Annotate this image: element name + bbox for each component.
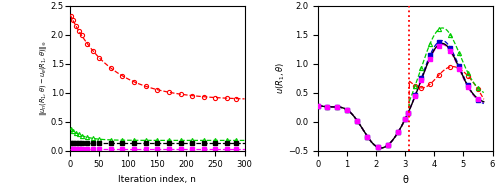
X-axis label: θ: θ xyxy=(402,175,408,185)
X-axis label: Iteration index, n: Iteration index, n xyxy=(118,175,196,184)
Y-axis label: $u(R_1,\theta)$: $u(R_1,\theta)$ xyxy=(274,62,286,94)
Y-axis label: $\|u_n(R_1,\theta)-u_e(R_1,\theta)\|_\infty$: $\|u_n(R_1,\theta)-u_e(R_1,\theta)\|_\in… xyxy=(38,40,49,116)
